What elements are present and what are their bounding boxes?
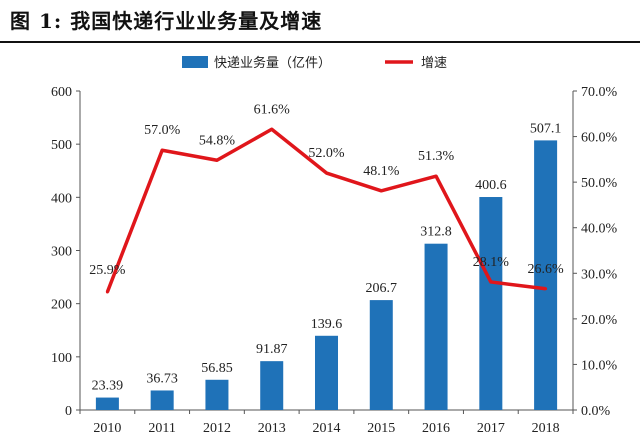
bar-value-label: 139.6 [311,317,343,332]
growth-point [105,290,109,294]
bar-value-label: 91.87 [256,342,288,357]
growth-value-label: 54.8% [199,133,236,148]
right-tick-label: 10.0% [581,358,618,373]
bar-series [95,140,558,410]
left-tick-label: 500 [51,138,72,153]
bar-value-label: 312.8 [420,225,452,240]
x-tick-label: 2011 [148,421,175,436]
bar-value-label: 23.39 [92,379,124,394]
bar [260,361,284,410]
growth-value-label: 25.9% [89,263,126,278]
right-tick-label: 40.0% [581,222,618,237]
bar [369,300,393,410]
growth-value-label: 48.1% [363,164,400,179]
bar [479,197,503,410]
right-tick-label: 20.0% [581,313,618,328]
growth-point [325,171,328,175]
bar [205,379,229,410]
growth-point [215,158,219,162]
bar-value-label: 507.1 [530,121,562,136]
bar-value-label: 206.7 [366,281,398,296]
title-divider [0,41,640,43]
data-labels: 23.39 36.73 56.85 91.87 139.6 206.7 312.8 400.6… [89,102,564,393]
growth-point [160,148,164,152]
growth-value-label: 51.3% [418,149,455,164]
axes: 0 100 200 300 400 500 600 0.0% 10.0% 20.0% 30.0% 40… [51,85,618,436]
legend-bar-swatch [182,56,208,68]
line-series [105,127,548,294]
bar [150,390,174,410]
growth-point [434,174,438,178]
growth-value-label: 52.0% [308,146,345,161]
left-tick-label: 600 [51,85,72,100]
right-tick-label: 60.0% [581,131,618,146]
bar-value-label: 400.6 [475,178,507,193]
left-tick-label: 400 [51,191,72,206]
growth-value-label: 61.6% [254,102,291,117]
left-tick-label: 100 [51,351,72,366]
x-tick-label: 2014 [313,421,341,436]
legend-bar-label: 快递业务量（亿件） [214,55,331,71]
bar [314,335,339,410]
growth-point [379,189,383,193]
x-tick-label: 2015 [367,421,395,436]
x-tick-label: 2018 [532,421,560,436]
right-tick-label: 50.0% [581,176,618,191]
x-tick-label: 2013 [258,421,286,436]
right-tick-label: 30.0% [581,267,618,282]
x-tick-label: 2012 [203,421,231,436]
bar-value-label: 36.73 [146,371,178,386]
bar [534,140,558,410]
x-tick-label: 2010 [93,421,121,436]
legend: 快递业务量（亿件） 增速 [182,55,447,71]
right-tick-label: 70.0% [581,85,618,100]
bar [95,397,119,410]
bar [424,243,448,410]
left-tick-label: 0 [65,404,72,419]
right-tick-label: 0.0% [581,404,611,419]
legend-line-label: 增速 [421,56,447,71]
growth-point [270,127,274,131]
figure-title: 图 1: 我国快递行业业务量及增速 [10,9,323,33]
x-tick-label: 2017 [477,421,505,436]
growth-point [489,280,493,284]
bar-value-label: 56.85 [201,361,233,376]
left-tick-label: 300 [51,245,72,260]
left-tick-label: 200 [51,298,72,313]
growth-value-label: 26.6% [528,262,565,277]
growth-value-label: 57.0% [144,123,181,138]
growth-value-label: 28.1% [473,255,510,270]
x-tick-label: 2016 [422,421,450,436]
growth-point [544,287,548,291]
